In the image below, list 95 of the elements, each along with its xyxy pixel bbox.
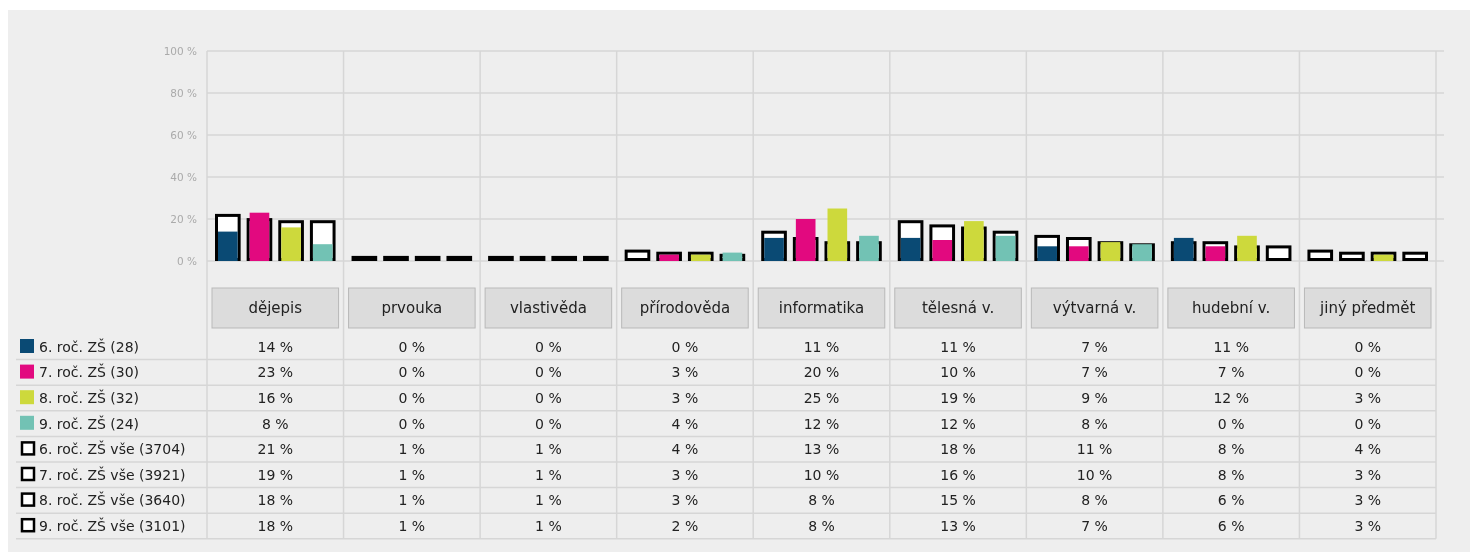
data-label: 10 % — [803, 466, 840, 483]
y-tick-label: 0 % — [177, 254, 198, 267]
y-tick-label: 100 % — [163, 44, 198, 57]
data-label: 3 % — [1354, 492, 1382, 509]
data-label: 8 % — [1081, 415, 1108, 432]
data-label: 18 % — [257, 517, 294, 534]
legend-label: 7. roč. ZŠ vše (3921) — [39, 465, 186, 483]
data-label: 12 % — [1213, 389, 1249, 406]
data-label: 13 % — [940, 517, 976, 534]
data-label: 16 % — [940, 466, 976, 483]
y-tick-label: 40 % — [170, 170, 198, 183]
data-label: 0 % — [398, 338, 426, 355]
y-tick-label: 80 % — [170, 86, 198, 99]
data-label: 8 % — [808, 517, 835, 534]
data-label: 8 % — [261, 415, 289, 432]
legend-label: 6. roč. ZŠ vše (3704) — [39, 440, 186, 458]
data-label: 23 % — [257, 364, 294, 381]
legend-label: 8. roč. ZŠ vše (3640) — [39, 491, 186, 509]
data-label: 12 % — [803, 415, 840, 432]
x-tick-label: jiný předmět — [1319, 299, 1416, 318]
data-label: 3 % — [671, 364, 699, 381]
data-label: 0 % — [535, 389, 562, 406]
data-label: 13 % — [803, 441, 840, 458]
x-tick-label: prvouka — [381, 299, 443, 318]
data-label: 18 % — [940, 441, 976, 458]
data-label: 19 % — [940, 389, 976, 406]
data-label: 11 % — [803, 338, 840, 355]
data-label: 1 % — [535, 441, 562, 458]
data-label: 12 % — [940, 415, 976, 432]
data-label: 8 % — [1217, 441, 1245, 458]
data-label: 0 % — [398, 364, 426, 381]
data-label: 3 % — [671, 466, 699, 483]
data-label: 3 % — [671, 492, 699, 509]
data-label: 1 % — [398, 441, 426, 458]
data-label: 3 % — [1354, 517, 1382, 534]
data-label: 25 % — [803, 389, 840, 406]
data-label: 7 % — [1217, 364, 1245, 381]
data-label: 4 % — [1354, 441, 1382, 458]
data-label: 10 % — [1076, 466, 1113, 483]
data-label: 10 % — [940, 364, 976, 381]
x-tick-label: přírodověda — [639, 299, 731, 318]
data-label: 0 % — [1217, 415, 1245, 432]
data-label: 0 % — [671, 338, 699, 355]
x-tick-label: vlastivěda — [509, 299, 587, 318]
data-label: 16 % — [257, 389, 294, 406]
data-label: 11 % — [1213, 338, 1249, 355]
legend-label: 9. roč. ZŠ vše (3101) — [39, 516, 186, 534]
data-label: 1 % — [535, 517, 562, 534]
data-label: 3 % — [1354, 466, 1382, 483]
data-label: 0 % — [535, 338, 562, 355]
data-label: 20 % — [803, 364, 840, 381]
data-label: 18 % — [257, 492, 294, 509]
x-tick-label: informatika — [778, 299, 865, 318]
data-label: 8 % — [808, 492, 835, 509]
x-tick-label: hudební v. — [1192, 299, 1271, 318]
y-tick-label: 60 % — [170, 128, 198, 141]
data-label: 19 % — [257, 466, 294, 483]
x-tick-label: výtvarná v. — [1052, 299, 1137, 318]
data-label: 2 % — [671, 517, 699, 534]
x-tick-label: tělesná v. — [921, 299, 995, 318]
data-label: 4 % — [671, 441, 699, 458]
data-label: 0 % — [535, 415, 562, 432]
data-label: 0 % — [535, 364, 562, 381]
data-label: 0 % — [1354, 338, 1382, 355]
data-label: 21 % — [257, 441, 294, 458]
data-label: 1 % — [535, 492, 562, 509]
data-label: 1 % — [535, 466, 562, 483]
data-label: 1 % — [398, 466, 426, 483]
data-label: 6 % — [1217, 492, 1245, 509]
data-label: 7 % — [1081, 338, 1108, 355]
data-label: 6 % — [1217, 517, 1245, 534]
data-label: 3 % — [671, 389, 699, 406]
y-tick-label: 20 % — [170, 212, 198, 225]
data-label: 14 % — [257, 338, 294, 355]
x-tick-label: dějepis — [248, 299, 303, 318]
legend-label: 8. roč. ZŠ (32) — [39, 388, 140, 406]
legend-label: 7. roč. ZŠ (30) — [39, 363, 140, 381]
data-label: 3 % — [1354, 389, 1382, 406]
data-label: 4 % — [671, 415, 699, 432]
data-label: 11 % — [1076, 441, 1113, 458]
data-label: 0 % — [1354, 415, 1382, 432]
data-label: 15 % — [940, 492, 976, 509]
data-label: 7 % — [1081, 364, 1108, 381]
data-label: 11 % — [940, 338, 976, 355]
data-label: 8 % — [1081, 492, 1108, 509]
data-label: 0 % — [1354, 364, 1382, 381]
data-label: 1 % — [398, 517, 426, 534]
data-label: 0 % — [398, 389, 426, 406]
data-label: 9 % — [1081, 389, 1108, 406]
data-label: 0 % — [398, 415, 426, 432]
data-label: 7 % — [1081, 517, 1108, 534]
data-label: 8 % — [1217, 466, 1245, 483]
legend-label: 6. roč. ZŠ (28) — [39, 337, 140, 355]
legend-label: 9. roč. ZŠ (24) — [39, 414, 140, 432]
data-label: 1 % — [398, 492, 426, 509]
